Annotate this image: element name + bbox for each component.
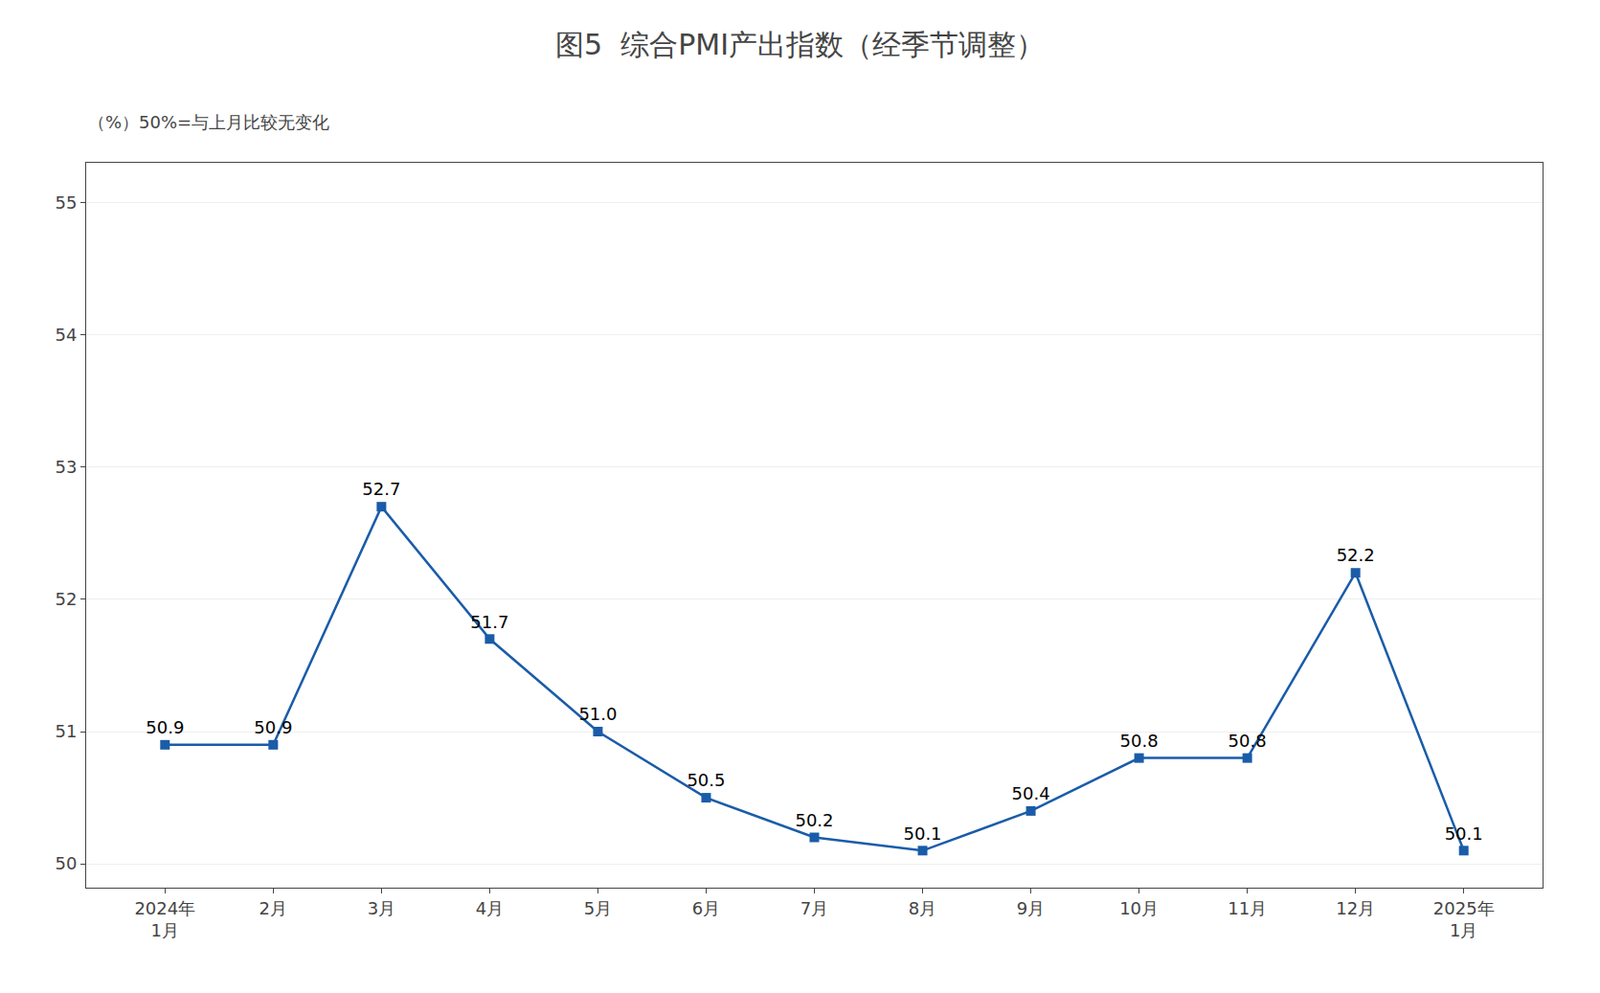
svg-text:52: 52 bbox=[54, 588, 77, 609]
svg-text:50.1: 50.1 bbox=[1444, 823, 1484, 844]
svg-text:55: 55 bbox=[54, 192, 77, 213]
svg-text:4月: 4月 bbox=[475, 898, 504, 919]
svg-text:50.2: 50.2 bbox=[794, 810, 834, 831]
svg-text:5月: 5月 bbox=[584, 898, 612, 919]
svg-text:50.1: 50.1 bbox=[902, 823, 942, 844]
svg-text:50.8: 50.8 bbox=[1120, 730, 1159, 751]
svg-text:50.4: 50.4 bbox=[1012, 783, 1051, 804]
svg-text:图5 综合PMI产出指数（经季节调整）: 图5 综合PMI产出指数（经季节调整） bbox=[555, 27, 1045, 62]
svg-text:2025年1月: 2025年1月 bbox=[1433, 898, 1495, 941]
svg-text:52.2: 52.2 bbox=[1336, 544, 1375, 565]
svg-text:50: 50 bbox=[54, 853, 77, 874]
svg-text:（%）50%=与上月比较无变化: （%）50%=与上月比较无变化 bbox=[88, 112, 330, 133]
svg-text:54: 54 bbox=[54, 324, 77, 345]
svg-text:2月: 2月 bbox=[259, 898, 288, 919]
svg-text:6月: 6月 bbox=[692, 898, 721, 919]
svg-text:52.7: 52.7 bbox=[361, 478, 401, 499]
svg-text:7月: 7月 bbox=[800, 898, 829, 919]
svg-text:51: 51 bbox=[54, 721, 77, 742]
svg-text:51.7: 51.7 bbox=[470, 611, 509, 632]
svg-text:50.5: 50.5 bbox=[686, 769, 725, 790]
svg-text:12月: 12月 bbox=[1335, 898, 1375, 919]
svg-text:2024年1月: 2024年1月 bbox=[134, 898, 196, 941]
svg-text:53: 53 bbox=[54, 456, 77, 477]
svg-text:51.0: 51.0 bbox=[578, 703, 617, 724]
svg-text:11月: 11月 bbox=[1227, 898, 1267, 919]
svg-text:9月: 9月 bbox=[1016, 898, 1045, 919]
svg-text:50.8: 50.8 bbox=[1228, 730, 1267, 751]
svg-text:50.9: 50.9 bbox=[145, 717, 184, 738]
svg-text:8月: 8月 bbox=[908, 898, 937, 919]
svg-text:3月: 3月 bbox=[367, 898, 396, 919]
svg-text:10月: 10月 bbox=[1119, 898, 1159, 919]
svg-text:50.9: 50.9 bbox=[253, 717, 293, 738]
